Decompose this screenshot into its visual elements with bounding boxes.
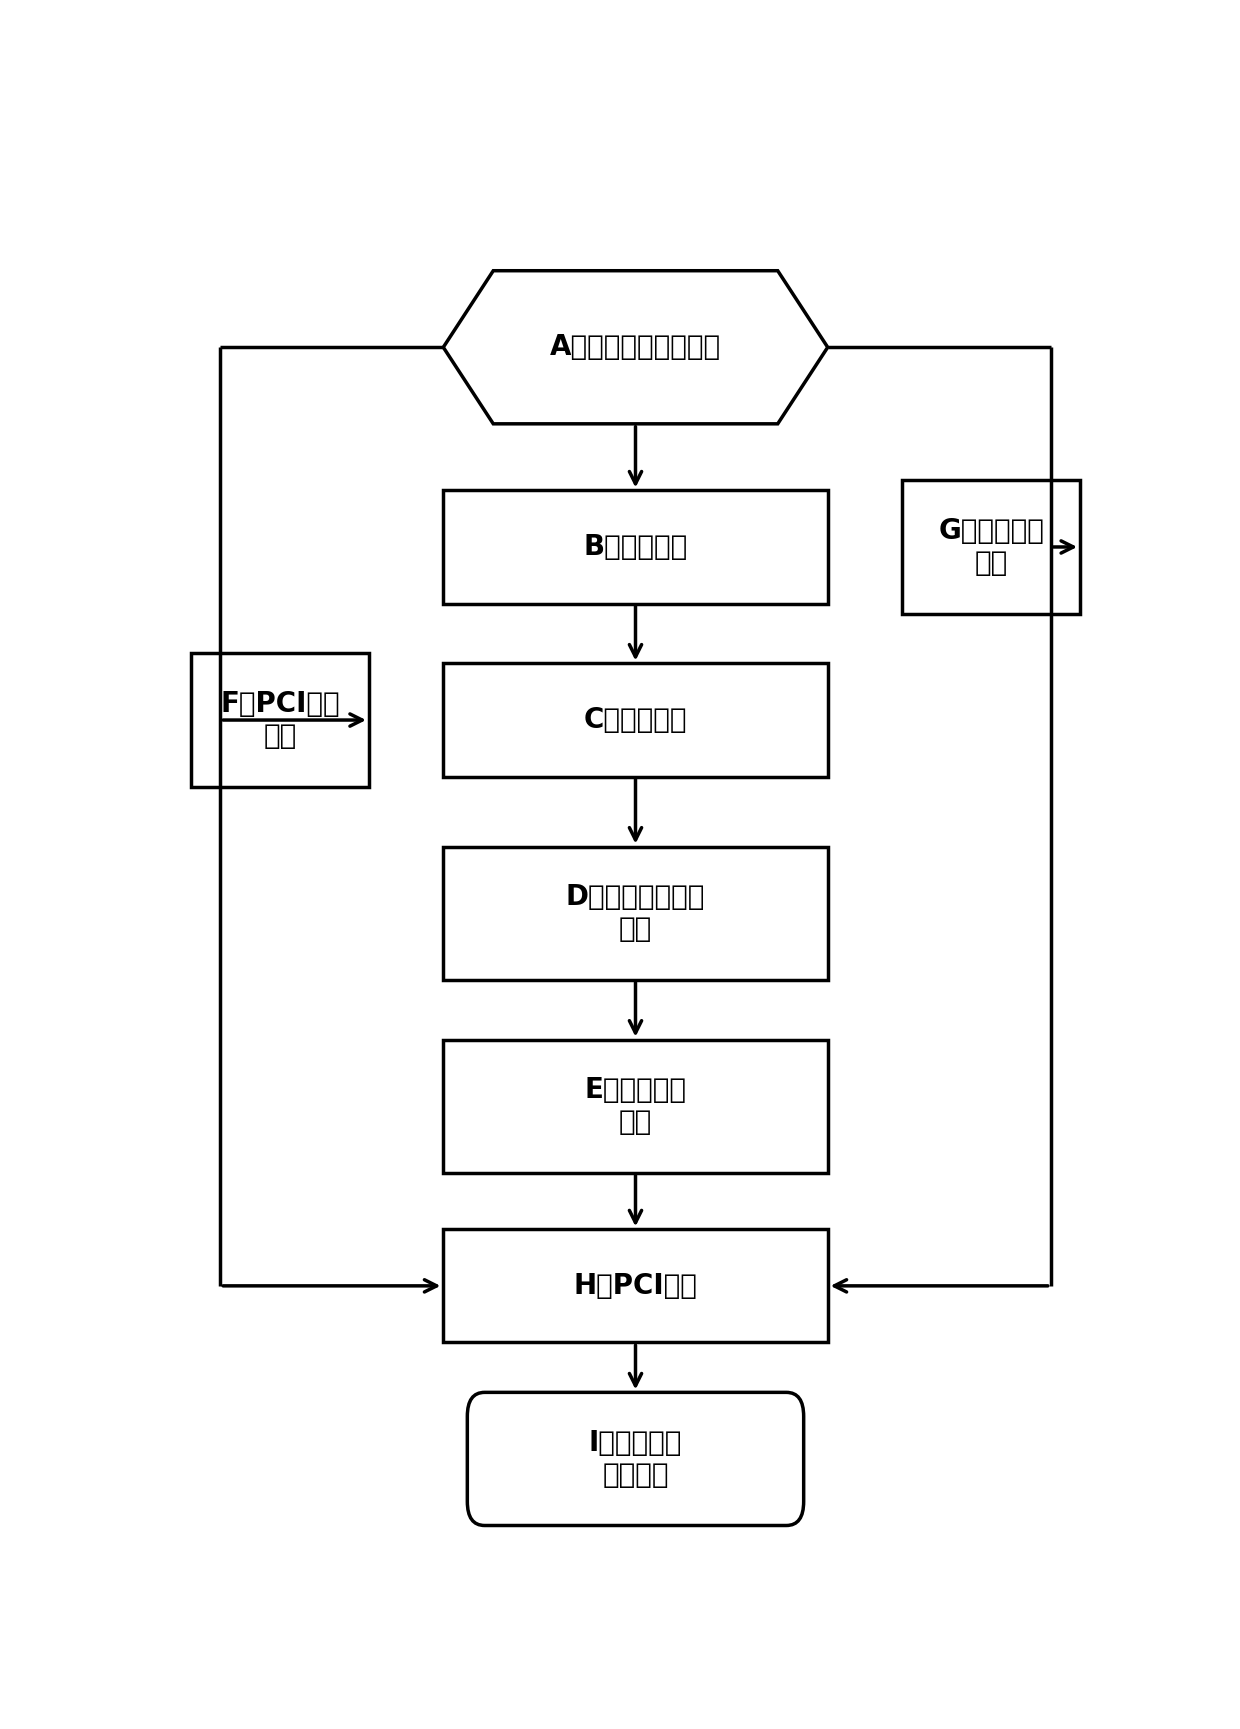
Text: D、测量数据采集
处理: D、测量数据采集 处理: [565, 884, 706, 944]
Text: G、规划对象
选择: G、规划对象 选择: [939, 517, 1044, 577]
Text: H、PCI规划: H、PCI规划: [574, 1273, 697, 1300]
Text: C、邻区优化: C、邻区优化: [584, 705, 687, 735]
Bar: [444, 664, 828, 776]
Bar: [444, 847, 828, 980]
Text: E、干扰矩阵
构建: E、干扰矩阵 构建: [584, 1075, 687, 1136]
Bar: [444, 1229, 828, 1342]
Text: I、规划结果
割接实施: I、规划结果 割接实施: [589, 1428, 682, 1489]
Text: A、基础数据收集整理: A、基础数据收集整理: [549, 334, 722, 361]
Text: B、覆盖优化: B、覆盖优化: [583, 533, 688, 560]
Polygon shape: [444, 271, 828, 424]
FancyBboxPatch shape: [467, 1392, 804, 1525]
Bar: [444, 491, 828, 603]
Bar: [191, 654, 368, 787]
Bar: [444, 1039, 828, 1172]
Bar: [903, 481, 1080, 614]
Text: F、PCI模型
判决: F、PCI模型 判决: [221, 690, 340, 750]
